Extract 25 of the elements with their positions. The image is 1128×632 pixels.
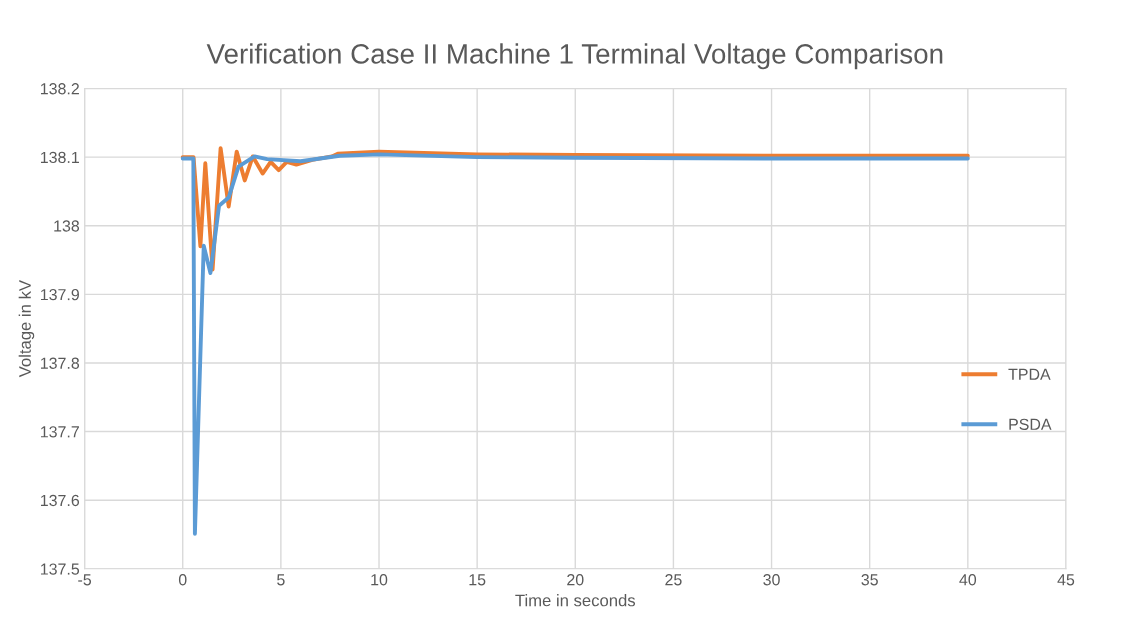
x-tick-label: 30 [763,574,780,586]
y-axis-title: Voltage in kV [18,280,35,378]
y-tick-label: 138.2 [40,83,79,95]
legend-label: TPDA [1008,368,1051,380]
y-tick-label: 137.6 [40,494,80,507]
legend-label: PSDA [1009,418,1052,430]
x-tick-label: 15 [469,574,486,586]
y-tick-label: 138.1 [40,151,79,164]
x-tick-label: 20 [567,574,584,586]
x-tick-label: 45 [1057,574,1075,586]
y-tick-label: 137.7 [40,426,79,438]
x-tick-label: 0 [178,574,187,586]
x-tick-label: -5 [78,574,92,586]
y-tick-label: 137.9 [40,288,79,301]
line-series [180,152,970,536]
x-tick-label: 35 [861,574,878,586]
y-tick-label: 137.8 [40,357,80,369]
x-tick-label: 25 [665,574,682,586]
y-tick-label: 138 [54,220,80,232]
x-tick-label: 5 [277,574,285,586]
y-tick-label: 137.5 [40,563,80,575]
chart-title: Verification Case II Machine 1 Terminal Voltage Comparison [206,43,943,70]
x-axis-title: Time in seconds [515,594,636,607]
x-tick-label: 10 [371,574,388,586]
x-tick-label: 40 [959,574,977,586]
